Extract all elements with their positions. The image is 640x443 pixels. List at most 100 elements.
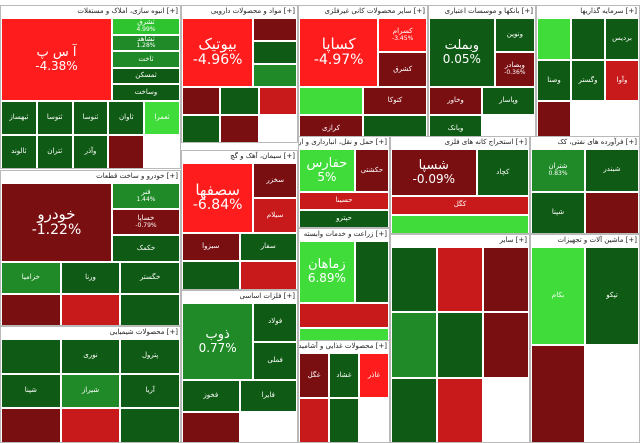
stock-tile[interactable]: خگستر (120, 261, 180, 294)
stock-tile[interactable]: وآذر (72, 135, 109, 168)
stock-tile[interactable] (391, 377, 437, 442)
sector-6[interactable]: [+] استخراج کانه های فلزی شسپا -0.09% کچاد ک… (390, 136, 530, 234)
sector-13[interactable]: [+] حمل و نقل، انبارداری و ارتباطاتحفارس… (298, 136, 390, 228)
stock-tile[interactable]: وپاسار (482, 86, 535, 115)
stock-tile[interactable]: حسینا (299, 192, 389, 211)
stock-tile[interactable]: کچاد (476, 149, 529, 196)
stock-tile[interactable] (60, 293, 121, 325)
sector-title[interactable]: [+] سرمایه گذاریها (537, 6, 639, 17)
stock-tile[interactable]: ثشاهد 1.28% (111, 34, 180, 52)
stock-tile[interactable] (483, 312, 529, 378)
sector-title[interactable]: [+] فلزات اساسی (182, 291, 297, 302)
sector-title[interactable]: [+] زراعت و خدمات وابسته (299, 229, 389, 240)
stock-tile[interactable] (182, 411, 240, 442)
stock-tile[interactable]: شپنا (1, 373, 61, 409)
stock-tile[interactable]: ثبهساز (1, 101, 37, 136)
stock-tile[interactable] (299, 86, 363, 115)
stock-tile[interactable] (437, 377, 483, 442)
sector-2[interactable]: [+] سایر محصولات کانی غیرفلزی کساپا -4.97%… (298, 5, 428, 143)
stock-tile[interactable]: حکشتی (354, 149, 389, 193)
stock-tile[interactable]: خودرو -1.22% (1, 183, 112, 262)
stock-tile[interactable]: کساپا -4.97% (299, 18, 379, 87)
stock-tile[interactable]: وساخت (111, 84, 180, 102)
stock-tile[interactable]: وآوا (605, 59, 639, 102)
stock-tile[interactable]: ونوین (494, 18, 535, 53)
stock-tile[interactable]: ثتوسا (36, 101, 73, 136)
stock-tile[interactable] (354, 241, 389, 303)
stock-tile[interactable] (60, 408, 121, 442)
stock-tile[interactable]: فنر 1.44% (111, 183, 180, 210)
sector-title[interactable]: [+] حمل و نقل، انبارداری و ارتباطات (299, 137, 389, 148)
stock-tile[interactable] (391, 247, 437, 313)
stock-tile[interactable]: خساپا -0.79% (111, 209, 180, 236)
stock-tile[interactable] (253, 63, 297, 87)
stock-tile[interactable] (329, 398, 359, 442)
stock-tile[interactable]: سخزر (253, 163, 297, 198)
sector-title[interactable]: [+] انبوه سازی، املاک و مستغلات (1, 6, 180, 17)
stock-tile[interactable]: غگل (299, 353, 329, 398)
sector-title[interactable]: [+] سایر (391, 235, 529, 246)
sector-11[interactable]: [+] محصولات غذایی و آشامیدنی غگل غشاد غاذر (298, 340, 390, 443)
sector-title[interactable]: [+] محصولات شیمیایی (1, 327, 180, 338)
stock-tile[interactable]: شتران 0.83% (531, 149, 585, 192)
sector-12[interactable]: [+] فلزات اساسی ذوب 0.77% فولاد فملی فخوز فایر… (181, 290, 298, 443)
stock-tile[interactable] (120, 293, 180, 325)
stock-tile[interactable]: تپکو (585, 247, 639, 345)
sector-title[interactable]: [+] مواد و محصولات دارویی (182, 6, 297, 17)
stock-tile[interactable] (571, 18, 605, 60)
stock-tile[interactable]: آریا (120, 373, 180, 409)
stock-tile[interactable]: غشاد (329, 353, 359, 398)
sector-14[interactable]: [+] ماشین آلات و تجهیزات بکام تپکو (530, 234, 640, 443)
stock-tile[interactable]: کگل (391, 195, 529, 215)
stock-tile[interactable]: فولاد (253, 303, 297, 342)
stock-tile[interactable]: سیلام (253, 197, 297, 233)
stock-tile[interactable]: ثمسکن (111, 67, 180, 85)
stock-tile[interactable]: ذوب 0.77% (182, 303, 254, 380)
stock-tile[interactable]: ثشرق 4.99% (111, 18, 180, 35)
stock-tile[interactable]: شپنا (531, 191, 585, 233)
stock-tile[interactable]: فایرا (239, 380, 297, 412)
sector-title[interactable]: [+] سایر محصولات کانی غیرفلزی (299, 6, 427, 17)
sector-5[interactable]: [+] سیمان، آهک و گچ سصفها -6.84% سخزر سیلام س… (181, 150, 298, 290)
stock-tile[interactable]: ورنا (60, 261, 121, 294)
stock-tile[interactable]: سصفها -6.84% (182, 163, 254, 233)
stock-tile[interactable] (299, 398, 329, 442)
stock-tile[interactable] (585, 191, 639, 233)
stock-tile[interactable]: ثالوند (1, 135, 37, 168)
stock-tile[interactable] (182, 114, 221, 142)
sector-4[interactable]: [+] سرمایه گذاریها بردیس وصنا وگستر وآوا (536, 5, 640, 143)
stock-tile[interactable] (1, 408, 61, 442)
stock-tile[interactable] (531, 345, 585, 442)
stock-tile[interactable]: کسرام -3.45% (378, 18, 427, 53)
sector-title[interactable]: [+] ماشین آلات و تجهیزات (531, 235, 639, 246)
stock-tile[interactable]: سفار (239, 232, 297, 262)
stock-tile[interactable] (483, 247, 529, 313)
sector-3[interactable]: [+] بانکها و موسسات اعتباری وبملت 0.05% ونو… (428, 5, 536, 143)
stock-tile[interactable]: غاذر (359, 353, 389, 398)
stock-tile[interactable] (391, 312, 437, 378)
stock-tile[interactable]: خزامیا (1, 261, 61, 294)
sector-1[interactable]: [+] مواد و محصولات دارویی بیوتیک -4.96% (181, 5, 298, 143)
sector-title[interactable]: [+] محصولات غذایی و آشامیدنی (299, 341, 389, 352)
stock-tile[interactable] (220, 86, 259, 115)
stock-tile[interactable]: کتوکا (363, 86, 427, 115)
stock-tile[interactable] (253, 40, 297, 64)
stock-tile[interactable] (120, 408, 180, 442)
stock-tile[interactable] (182, 261, 240, 289)
stock-tile[interactable]: شسپا -0.09% (391, 149, 477, 196)
stock-tile[interactable] (108, 135, 145, 168)
stock-tile[interactable] (537, 18, 571, 60)
stock-tile[interactable] (220, 114, 259, 142)
sector-title[interactable]: [+] بانکها و موسسات اعتباری (429, 6, 535, 17)
sector-10[interactable]: [+] زراعت و خدمات وابسته زماهان 6.89% (298, 228, 390, 353)
stock-tile[interactable]: خکمک (111, 235, 180, 262)
stock-tile[interactable]: بکام (531, 247, 585, 345)
sector-title[interactable]: [+] فرآورده های نفتی، کک (531, 137, 639, 148)
stock-tile[interactable] (391, 214, 529, 233)
stock-tile[interactable]: ثاخت (111, 51, 180, 68)
stock-tile[interactable]: فخوز (182, 380, 240, 412)
stock-tile[interactable]: حپترو (299, 210, 389, 227)
stock-tile[interactable]: وخاور (429, 86, 482, 115)
stock-tile[interactable]: وصنا (537, 59, 571, 102)
stock-tile[interactable] (182, 86, 221, 115)
